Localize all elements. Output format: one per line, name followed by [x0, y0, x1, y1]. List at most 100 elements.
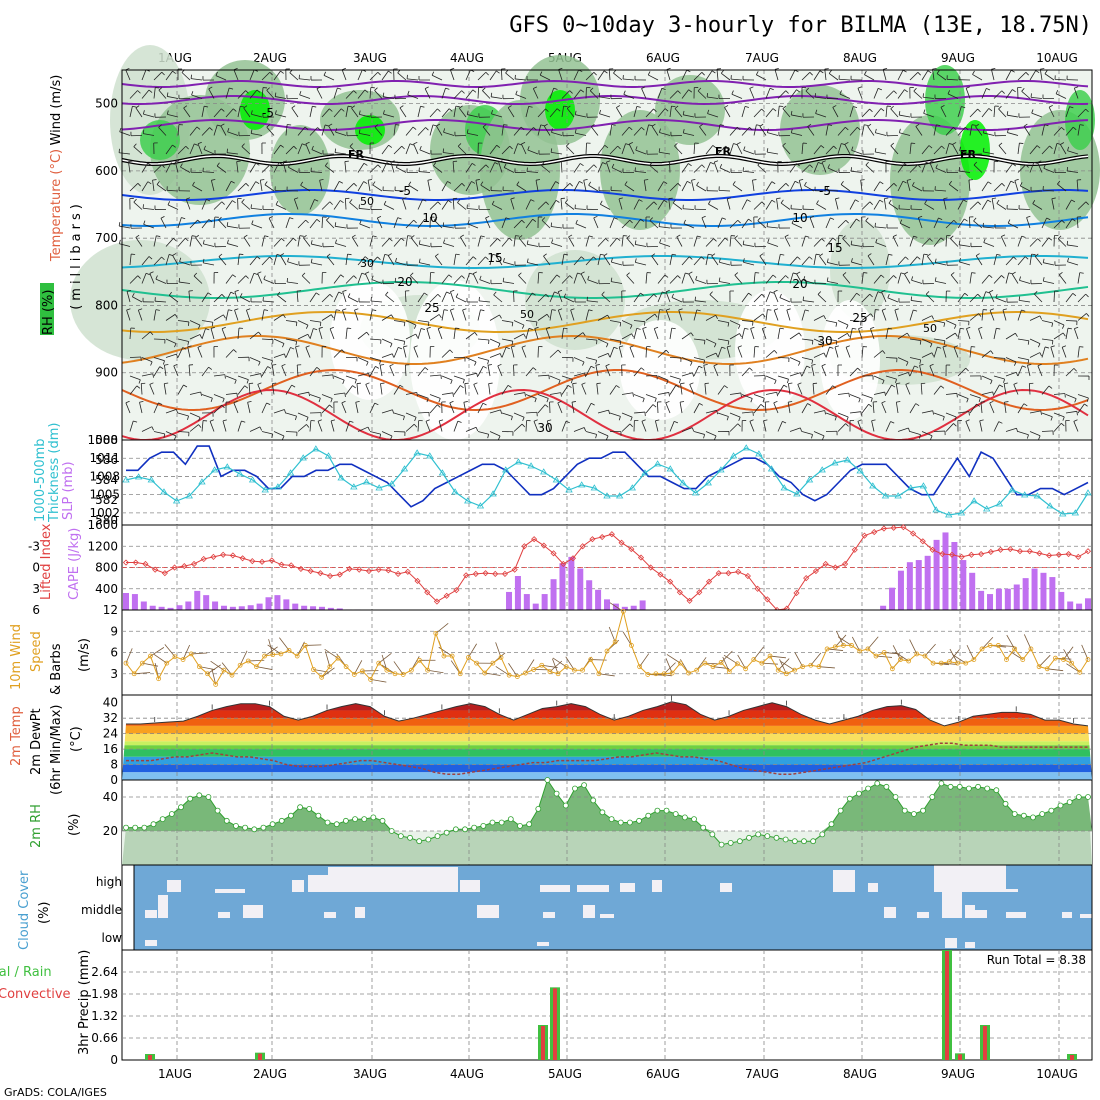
wind-barb — [275, 113, 287, 118]
wind-barb-flag — [187, 341, 190, 346]
wind-barb-flag — [736, 126, 741, 131]
wind-barb-flag — [174, 314, 178, 318]
cape-bar — [541, 594, 548, 610]
wind-barb — [873, 350, 883, 358]
wind-barb-flag — [1061, 127, 1065, 131]
wind-barb-flag — [738, 416, 741, 421]
wind10-marker — [947, 659, 952, 665]
wind-barb-flag — [888, 253, 893, 256]
rh-label: 50 — [520, 308, 534, 321]
wind-barb — [497, 365, 503, 377]
wind-barb-flag — [677, 90, 681, 94]
li-marker — [657, 571, 664, 578]
wind-barb-flag — [677, 183, 681, 187]
wind-barb-flag — [714, 435, 717, 440]
wind-barb — [975, 126, 983, 136]
wind-barb — [1034, 256, 1043, 266]
wind-barb — [933, 346, 938, 358]
wind-barb-flag — [742, 240, 745, 245]
thickness-marker — [565, 486, 573, 493]
wind-barb-flag — [1001, 234, 1006, 237]
wind-barb-flag — [136, 385, 141, 389]
wind-barb-flag — [402, 197, 407, 200]
wind-barb — [1029, 352, 1041, 358]
wind-barb — [465, 357, 477, 363]
wind-barb — [345, 385, 353, 395]
cape-bar — [577, 568, 584, 610]
wind-barb — [791, 132, 803, 136]
li-marker — [919, 538, 926, 545]
wind10-marker — [1012, 646, 1018, 652]
wind-barb-flag — [672, 253, 677, 256]
wind-barb-flag — [353, 90, 357, 94]
wind-barb — [180, 166, 191, 173]
wind-barb — [237, 90, 246, 99]
wind-barb — [475, 180, 479, 192]
wind10-marker — [612, 639, 618, 645]
wind-barb-flag — [975, 253, 980, 257]
wind-barb-flag — [264, 181, 268, 185]
thickness-marker — [362, 478, 371, 485]
wind-barb — [837, 235, 840, 247]
wind-barb — [665, 291, 671, 303]
rh-label: 30 — [360, 257, 374, 270]
wind-barb-flag — [379, 434, 382, 439]
wind-barb-flag — [133, 143, 137, 147]
y-tick-label: 3 — [32, 582, 40, 596]
wind10-marker — [783, 671, 789, 677]
wind-barb — [505, 72, 515, 81]
wind-barb-flag — [317, 127, 321, 131]
wind-barb-flag — [888, 327, 893, 330]
wind-barb-flag — [772, 108, 777, 112]
wind-barb-flag — [264, 309, 269, 311]
wind-barb-flag — [928, 145, 933, 149]
wind-barb — [1076, 180, 1079, 192]
temp-contour — [121, 119, 1089, 131]
wind-barb — [537, 124, 542, 136]
wind10-marker — [979, 646, 985, 652]
wind-barb — [345, 90, 354, 99]
wind-barb — [873, 274, 882, 284]
wind-barb-flag — [447, 200, 452, 203]
wind-barb-flag — [1086, 397, 1089, 402]
wind10-barb — [779, 659, 787, 674]
cloud-high — [1006, 889, 1018, 892]
wind10-barb — [324, 648, 339, 659]
wind-barb-flag — [353, 183, 357, 187]
wind-barb-flag — [558, 380, 561, 385]
wind-barb — [213, 124, 218, 136]
wind-barb — [705, 431, 717, 437]
wind10-marker — [775, 667, 781, 673]
wind10-marker — [930, 660, 936, 666]
thickness-marker — [767, 465, 776, 472]
wind10-marker — [604, 648, 610, 654]
thickness-marker — [350, 483, 358, 490]
wind-barb-flag — [675, 384, 680, 388]
wind-barb-flag — [833, 145, 837, 150]
wind-barb-flag — [607, 353, 611, 358]
wind-barb-flag — [895, 378, 897, 384]
wind-barb-flag — [608, 410, 611, 415]
wind-barb-flag — [382, 92, 385, 97]
wind-barb — [905, 384, 911, 395]
wind-barb-flag — [334, 222, 337, 227]
wind-barb — [749, 88, 755, 99]
wind-barb — [381, 254, 386, 266]
rh2m-marker — [150, 821, 157, 828]
wind-barb-flag — [616, 237, 621, 241]
wind-barb — [181, 72, 191, 81]
wind-barb-flag — [611, 124, 616, 126]
wind-barb — [741, 367, 750, 377]
wind-barb-flag — [168, 291, 172, 296]
wind-barb — [1053, 320, 1065, 326]
wind-barb-flag — [965, 86, 971, 89]
wind-barb-flag — [832, 105, 837, 108]
wind-barb-flag — [244, 385, 249, 389]
wind-barb — [251, 113, 263, 118]
wind-barb — [897, 256, 906, 266]
wind-barb — [1017, 431, 1029, 436]
wind-barb — [705, 338, 717, 344]
wind-barb — [537, 108, 546, 118]
wind-barb — [218, 219, 227, 229]
wind-barb — [654, 420, 659, 432]
